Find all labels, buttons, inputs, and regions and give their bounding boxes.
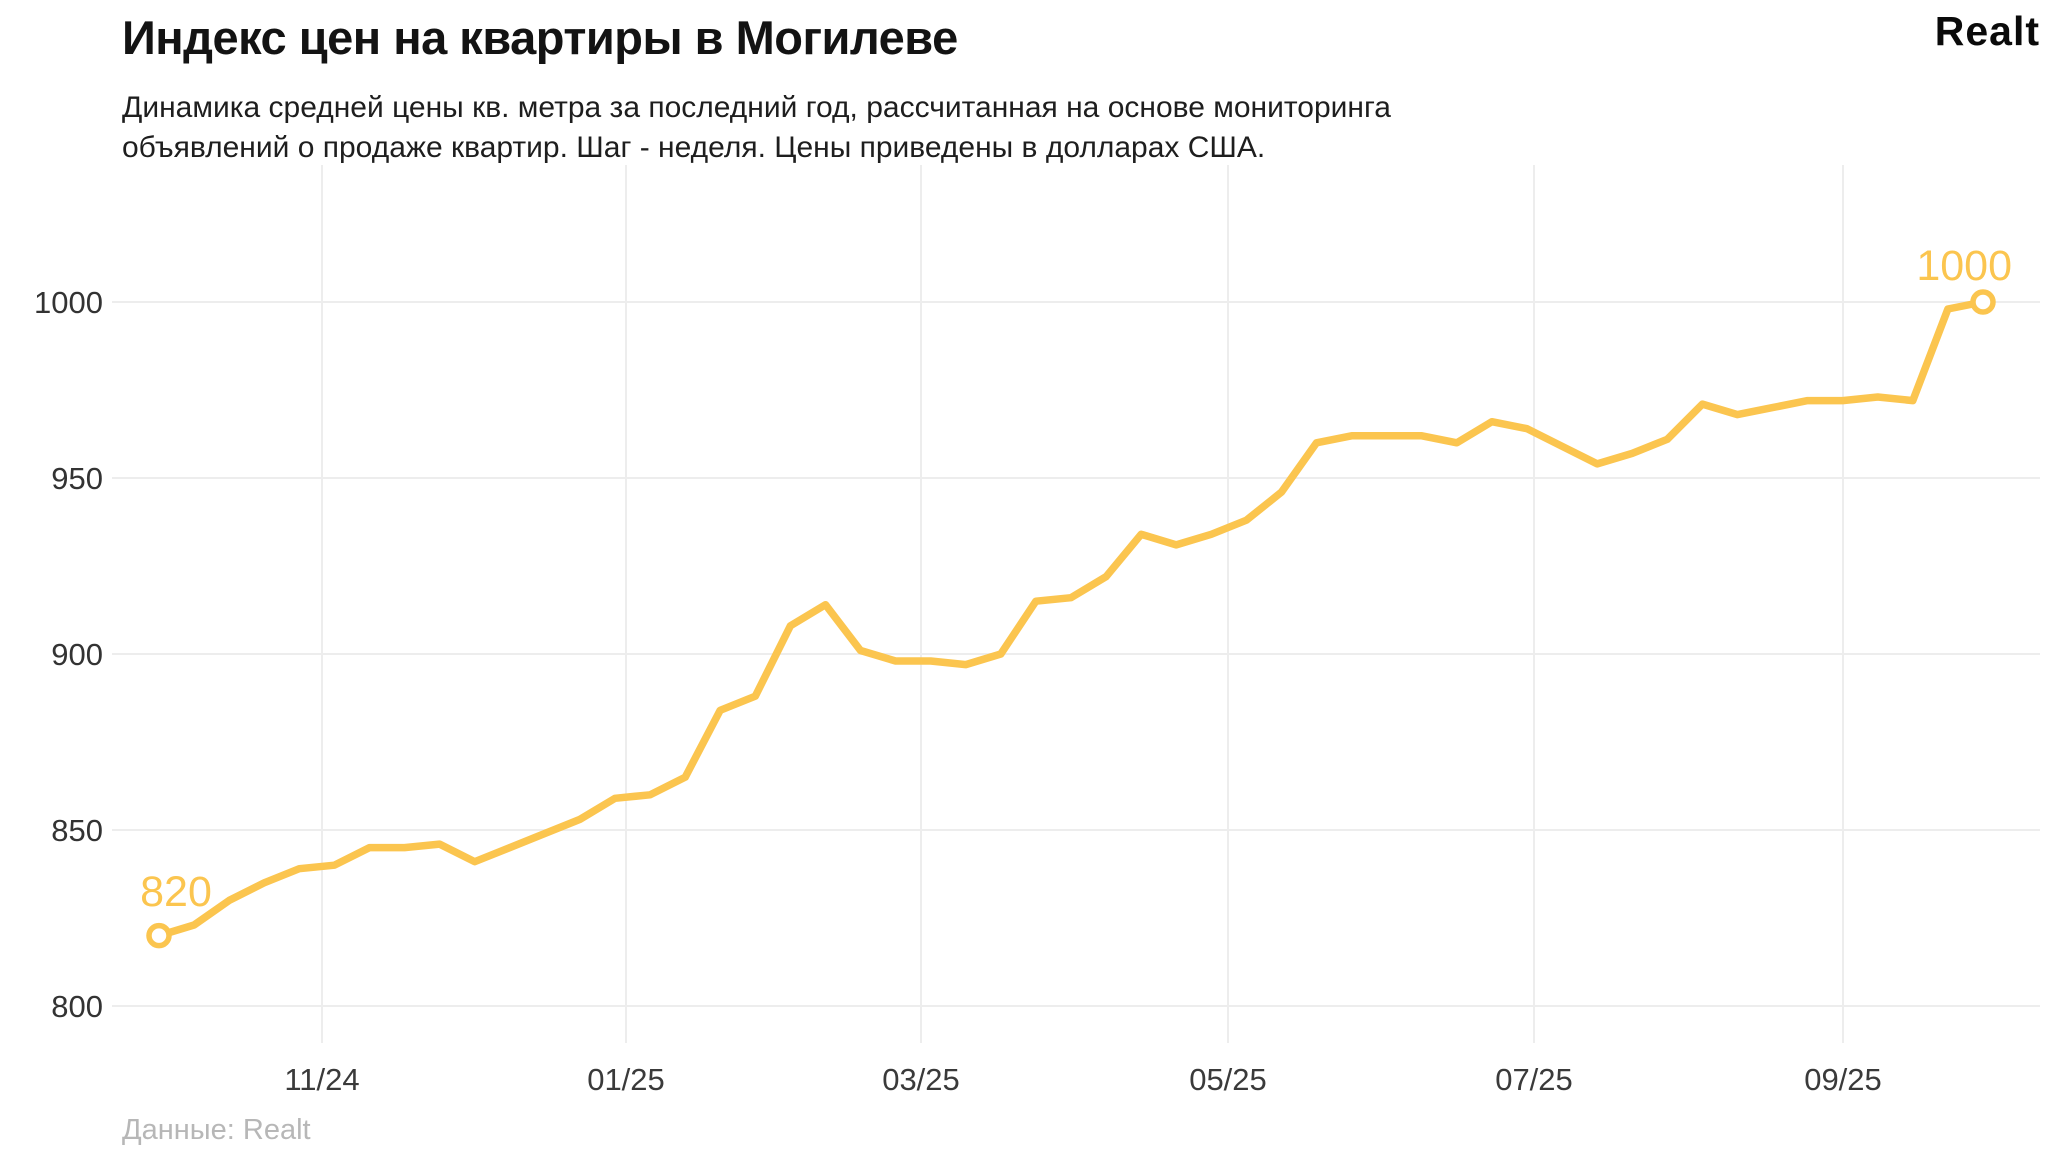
end-point-marker — [1970, 289, 1996, 315]
x-axis-tick-label: 01/25 — [587, 1062, 665, 1097]
y-axis-tick-label: 900 — [51, 637, 103, 672]
chart-subtitle: Динамика средней цены кв. метра за после… — [122, 88, 1391, 168]
x-axis-tick-label: 11/24 — [284, 1062, 359, 1097]
y-axis-tick-label: 950 — [51, 461, 103, 496]
x-axis-tick-label: 07/25 — [1495, 1062, 1573, 1097]
data-source-note: Данные: Realt — [122, 1114, 311, 1146]
x-axis-tick-label: 03/25 — [882, 1062, 960, 1097]
x-axis-tick-label: 05/25 — [1189, 1062, 1267, 1097]
chart-subtitle-line1: Динамика средней цены кв. метра за после… — [122, 91, 1391, 124]
y-axis-tick-label: 800 — [51, 989, 103, 1024]
x-axis-tick-label: 09/25 — [1804, 1062, 1882, 1097]
start-point-marker — [146, 922, 172, 949]
start-value-label: 820 — [140, 868, 212, 916]
page-title: Индекс цен на квартиры в Могилеве — [122, 11, 958, 64]
chart-subtitle-line2: объявлений о продаже квартир. Шаг - неде… — [122, 131, 1266, 164]
y-axis-tick-label: 1000 — [34, 285, 103, 320]
price-line — [155, 298, 1987, 940]
y-axis-tick-label: 850 — [51, 813, 103, 848]
realt-logo: Realt — [1934, 8, 2040, 54]
end-value-label: 1000 — [1916, 242, 2012, 290]
